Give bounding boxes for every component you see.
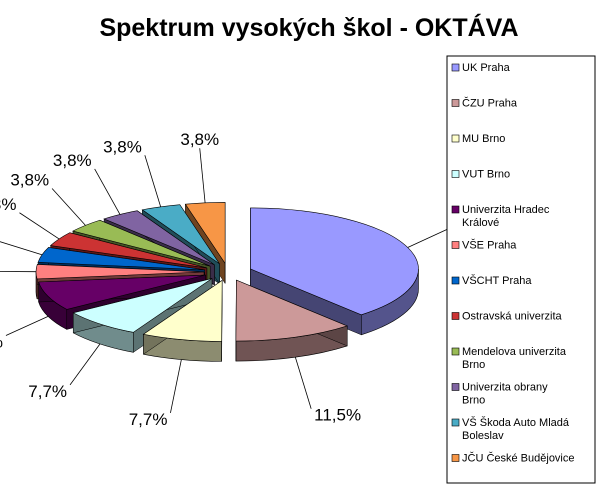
legend-label: VŠCHT Praha: [462, 274, 532, 287]
legend-item: Ostravská univerzita: [451, 311, 563, 323]
data-label: 7,7%: [28, 382, 67, 401]
legend-swatch: [451, 347, 460, 356]
legend-swatch: [451, 383, 460, 391]
leader-line: [5, 315, 49, 336]
legend-label: ČZU Praha: [462, 97, 518, 110]
legend-frame: [446, 55, 596, 484]
leader-line: [19, 212, 60, 240]
legend-label: JČU České Budějovice: [462, 452, 575, 465]
pie-slice-top: [38, 274, 206, 310]
legend-label: UK Praha: [462, 62, 511, 74]
legend-label: VŠE Praha: [462, 239, 517, 252]
legend-label: VŠ Škoda Auto Mladá Boleslav: [462, 416, 570, 442]
data-label: 11,5%: [314, 406, 361, 425]
legend-swatch: [451, 241, 460, 249]
pie-slice-top: [250, 207, 419, 316]
leader-line: [69, 343, 101, 386]
leader-line: [144, 155, 162, 207]
legend-item: VŠ Škoda Auto Mladá Boleslav: [451, 416, 570, 442]
legend-label: Univerzita Hradec Králové: [462, 204, 550, 229]
legend-item: MU Brno: [451, 133, 505, 145]
pie-slice: [235, 279, 349, 362]
leader-line: [199, 148, 206, 203]
legend-item: UK Praha: [451, 62, 511, 74]
legend-item: VŠCHT Praha: [451, 274, 532, 287]
legend-item: Univerzita obrany Brno: [451, 382, 548, 407]
leader-line: [94, 168, 121, 215]
leader-line: [294, 357, 312, 409]
leader-lines: [0, 148, 450, 413]
legend-item: VUT Brno: [451, 169, 510, 181]
pie-slice: [142, 279, 223, 362]
legend-swatch: [451, 312, 460, 320]
pie-slice-top: [37, 247, 205, 271]
legend-swatch: [451, 454, 460, 462]
leader-line: [0, 241, 43, 256]
data-label: 7,7%: [0, 333, 3, 352]
legend-swatch: [451, 99, 460, 107]
legend-label: VUT Brno: [462, 169, 510, 181]
leader-line: [407, 227, 450, 248]
leader-line: [51, 188, 86, 226]
legend-swatch: [451, 205, 460, 214]
legend-item: JČU České Budějovice: [451, 452, 575, 465]
data-label: 7,7%: [129, 410, 168, 429]
data-label: 3,8%: [0, 195, 16, 214]
legend-label: Univerzita obrany Brno: [462, 382, 548, 407]
legend-swatch: [451, 63, 460, 72]
data-label: 3,8%: [180, 130, 219, 149]
data-label: 3,8%: [53, 151, 92, 170]
legend: UK Praha ČZU Praha MU Brno VUT Brno Univerzi…: [446, 55, 596, 484]
chart-title: Spektrum vysokých škol - OKTÁVA: [99, 13, 518, 42]
legend-label: Mendelova univerzita Brno: [462, 346, 567, 371]
legend-swatch: [451, 134, 460, 143]
leader-line: [170, 359, 182, 413]
legend-item: Mendelova univerzita Brno: [451, 346, 567, 371]
legend-swatch: [451, 276, 460, 285]
pie-slices: [35, 202, 419, 362]
legend-swatch: [451, 170, 460, 178]
legend-label: Ostravská univerzita: [462, 311, 563, 323]
pie-slice-top: [142, 279, 223, 342]
pie-slice-top: [72, 278, 213, 333]
legend-item: ČZU Praha: [451, 97, 518, 110]
legend-item: Univerzita Hradec Králové: [451, 204, 550, 229]
legend-swatch: [451, 418, 460, 427]
legend-label: MU Brno: [462, 133, 505, 145]
pie-slice-top: [235, 279, 349, 342]
data-label: 3,8%: [103, 137, 142, 156]
pie-slice-top: [184, 202, 226, 265]
data-label: 3,8%: [10, 170, 49, 189]
pie-slice: [250, 207, 419, 336]
legend-item: VŠE Praha: [451, 239, 517, 252]
